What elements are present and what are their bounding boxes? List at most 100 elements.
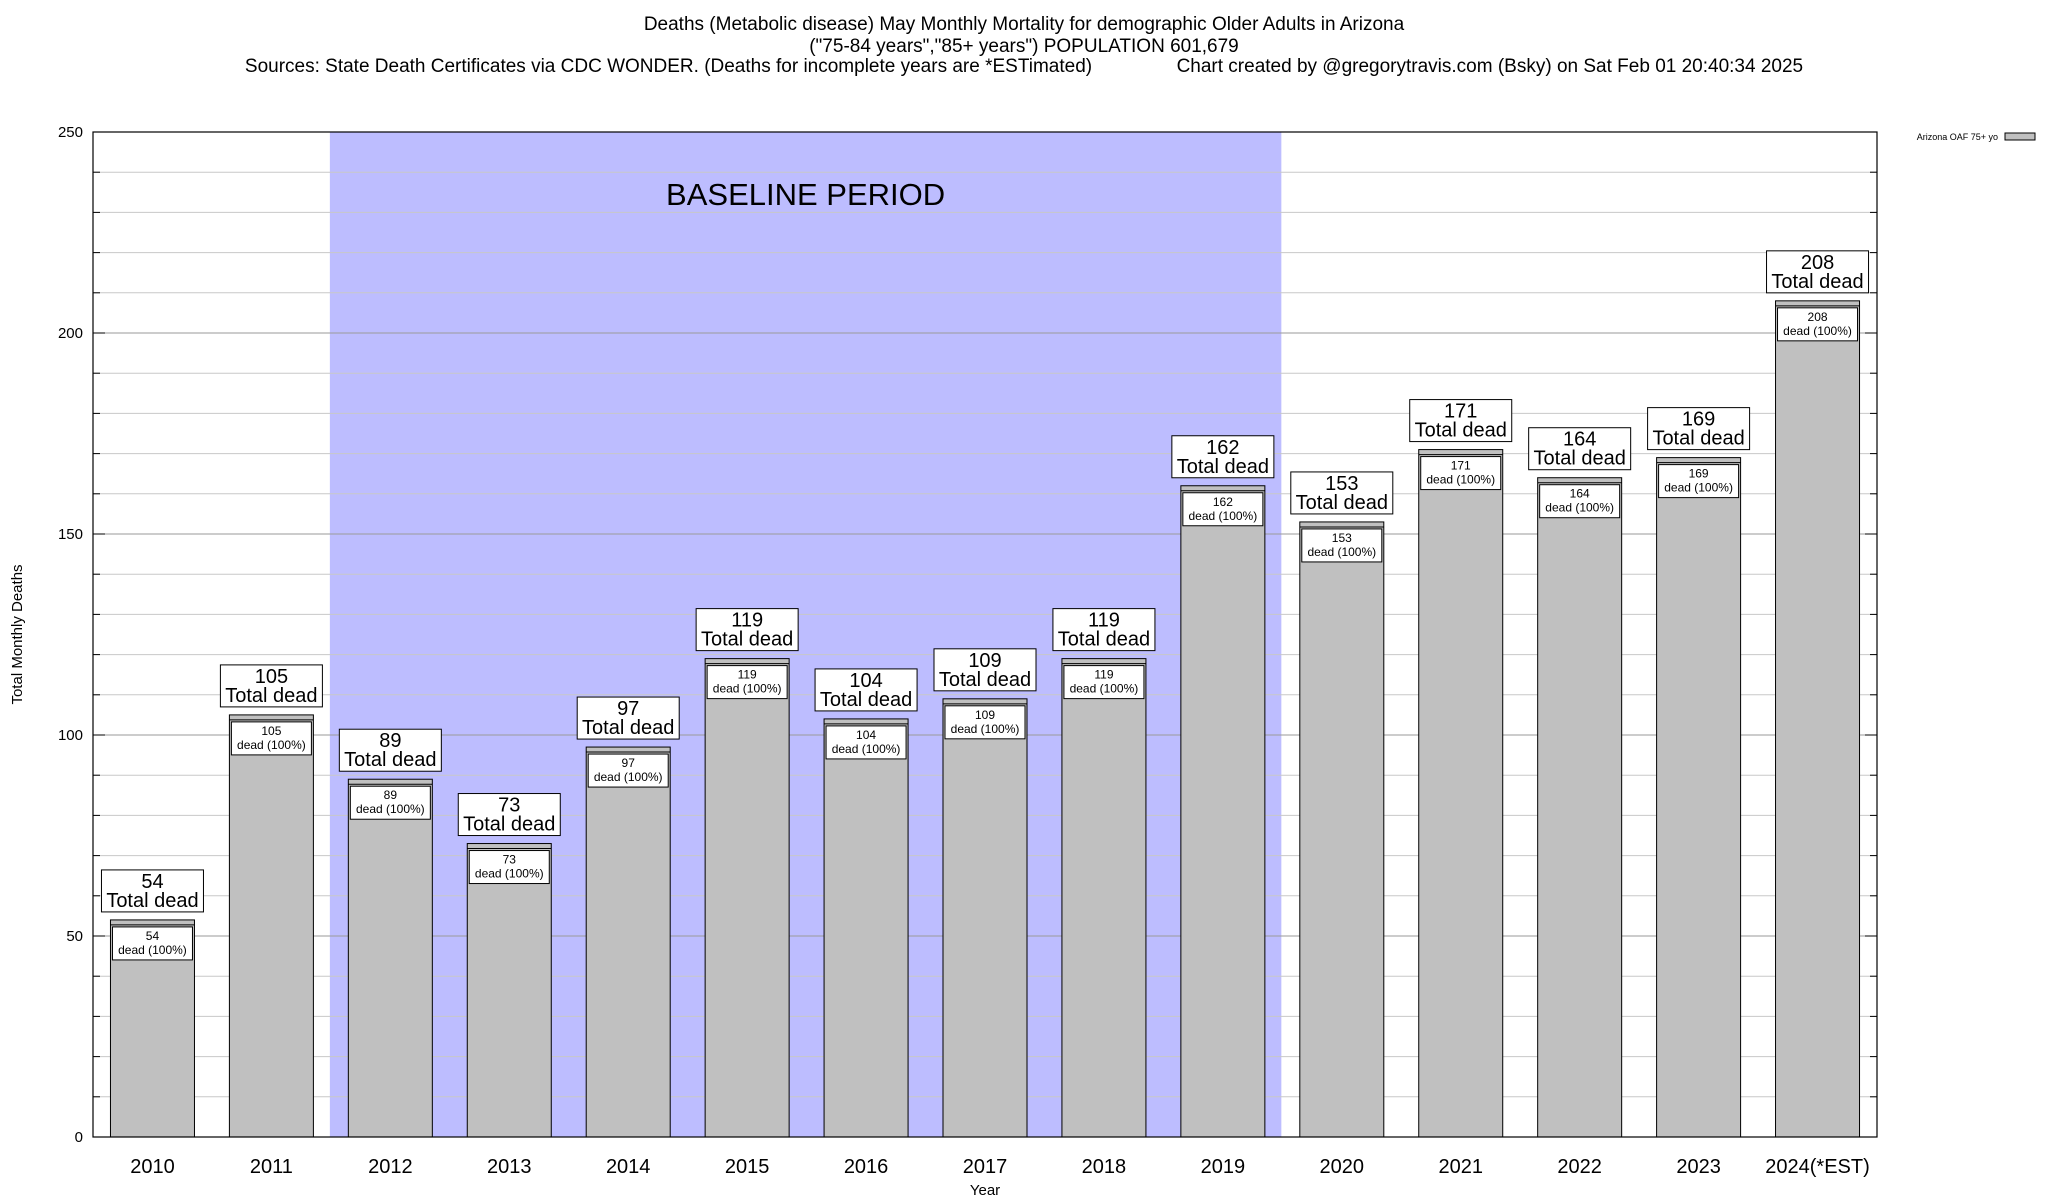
bar [1775,300,1861,1138]
inner-label-box [468,850,550,885]
x-tick-label: 2016 [844,1156,889,1178]
inner-label-box [1658,464,1740,499]
bar [228,714,314,1138]
total-value-label: 164 [1563,429,1596,451]
total-dead-label: Total dead [1177,456,1269,478]
inner-dead-label: dead (100%) [1307,545,1376,559]
plot-frame [92,131,1878,1138]
inner-dead-label: dead (100%) [1189,509,1258,523]
bar-group [695,608,799,1138]
bar-group [1766,250,1870,1138]
total-value-label: 162 [1206,437,1239,459]
y-axis-label: Total Monthly Deaths [9,564,26,704]
y-tick-label: 0 [75,1129,83,1146]
inner-value-label: 164 [1570,487,1590,501]
total-label-box [576,696,680,740]
bar-group [457,793,561,1138]
total-label-box [933,648,1037,692]
x-tick-label: 2022 [1557,1156,1602,1178]
credit-text: Chart created by @gregorytravis.com (Bsk… [1176,56,1804,77]
bar [466,843,552,1138]
total-dead-label: Total dead [1296,492,1388,514]
y-tick-label: 50 [66,928,83,945]
total-value-label: 169 [1682,409,1715,431]
bar-group [1171,435,1275,1138]
bar-group [933,648,1037,1138]
x-tick-label: 2024(*EST) [1765,1156,1870,1178]
total-dead-label: Total dead [701,629,793,651]
bar-group [576,696,680,1138]
inner-dead-label: dead (100%) [594,770,663,784]
bar [1061,658,1147,1138]
bar-group [1290,471,1394,1138]
total-label-box [1409,399,1513,443]
inner-label-box [111,926,193,961]
y-tick-label: 100 [58,727,83,744]
baseline-period-label: BASELINE PERIOD [666,177,945,212]
chart-title: Deaths (Metabolic disease) May Monthly M… [0,14,2048,58]
inner-label-box [1301,528,1383,563]
total-value-label: 208 [1801,252,1834,274]
inner-dead-label: dead (100%) [713,682,782,696]
chart-sources-line: Sources: State Death Certificates via CD… [0,56,2048,78]
legend-swatch [2004,132,2036,141]
total-label-box [1290,471,1394,515]
total-dead-label: Total dead [1771,271,1863,293]
inner-value-label: 109 [975,708,995,722]
total-value-label: 73 [498,795,520,817]
x-tick-label: 2018 [1082,1156,1127,1178]
inner-dead-label: dead (100%) [475,867,544,881]
total-label-box [100,869,204,913]
total-label-box [1528,427,1632,471]
total-dead-label: Total dead [106,890,198,912]
bar-group [1052,608,1156,1138]
inner-value-label: 54 [146,929,160,943]
bar-group [1528,427,1632,1138]
bar [1537,477,1623,1138]
bar-group [814,668,918,1138]
total-dead-label: Total dead [225,685,317,707]
bar [347,778,433,1138]
inner-label-box [1182,492,1264,527]
total-dead-label: Total dead [820,689,912,711]
inner-value-label: 162 [1213,495,1233,509]
inner-value-label: 153 [1332,531,1352,545]
inner-value-label: 208 [1808,310,1828,324]
inner-dead-label: dead (100%) [1783,324,1852,338]
total-dead-label: Total dead [1534,448,1626,470]
inner-value-label: 104 [856,728,876,742]
inner-dead-label: dead (100%) [1545,501,1614,515]
x-tick-label: 2017 [963,1156,1008,1178]
inner-value-label: 89 [384,788,398,802]
inner-dead-label: dead (100%) [237,738,306,752]
total-value-label: 109 [968,650,1001,672]
total-value-label: 171 [1444,401,1477,423]
inner-label-box [1539,484,1621,519]
bar-group [1409,399,1513,1138]
total-label-box [219,664,323,708]
x-tick-label: 2013 [487,1156,532,1178]
total-label-box [457,793,561,837]
bar [704,658,790,1138]
bar [823,718,909,1138]
inner-value-label: 97 [622,756,636,770]
total-label-box [1171,435,1275,479]
legend-label: Arizona OAF 75+ yo [1917,132,1998,142]
x-tick-label: 2014 [606,1156,651,1178]
bar [1418,449,1504,1138]
total-value-label: 97 [617,698,639,720]
total-dead-label: Total dead [344,749,436,771]
total-label-box [1052,608,1156,652]
inner-value-label: 171 [1451,459,1471,473]
total-value-label: 119 [1088,610,1120,632]
inner-label-box [1063,665,1145,700]
bar [1299,521,1385,1138]
inner-dead-label: dead (100%) [1426,473,1495,487]
inner-value-label: 119 [738,668,757,682]
y-tick-label: 150 [58,526,83,543]
bar [942,698,1028,1138]
x-tick-label: 2019 [1201,1156,1246,1178]
total-value-label: 54 [141,871,163,893]
total-dead-label: Total dead [1058,629,1150,651]
